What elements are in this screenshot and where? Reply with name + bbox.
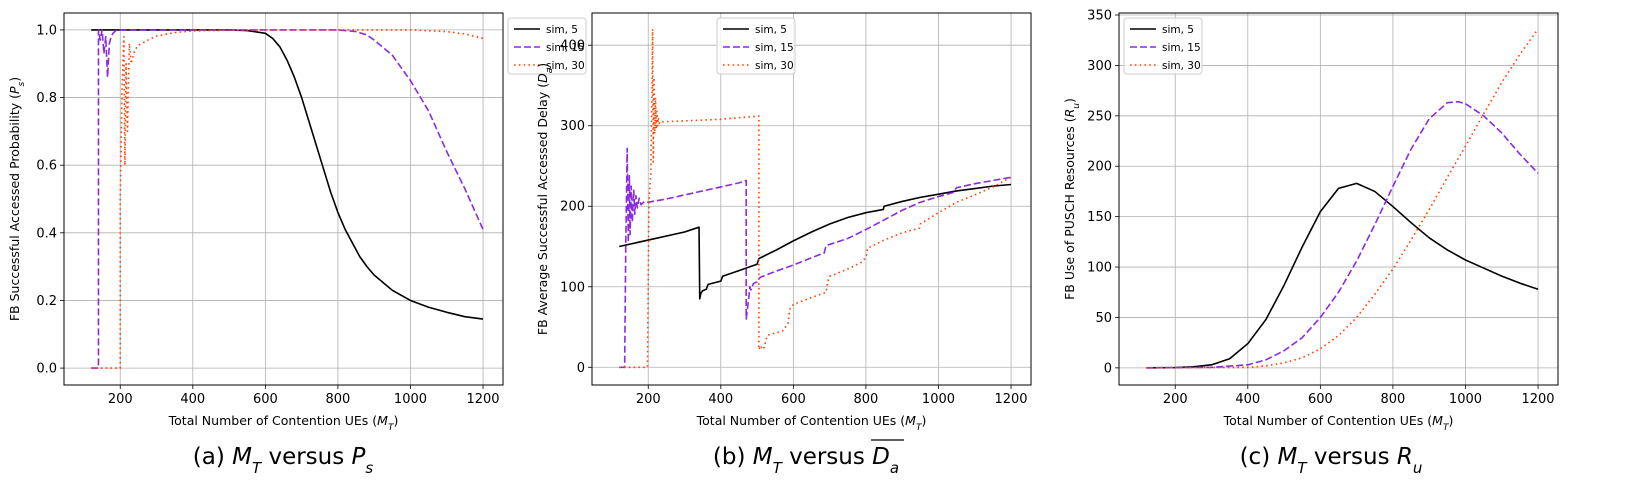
x-tick-label: 400 xyxy=(1235,392,1260,407)
legend-label: sim, 15 xyxy=(1162,42,1201,54)
series-line-sim-15 xyxy=(1146,100,1539,369)
legend-label: sim, 30 xyxy=(1162,60,1201,72)
x-axis-label: Total Number of Contention UEs (MT) xyxy=(696,413,927,433)
x-tick-label: 1000 xyxy=(1449,392,1482,407)
x-axis-label: Total Number of Contention UEs (MT) xyxy=(1223,413,1454,433)
y-tick-label: 300 xyxy=(560,119,585,134)
y-tick-label: 200 xyxy=(560,200,585,215)
series-line-sim-5 xyxy=(91,29,484,320)
panel-caption: (a) MT versus Ps xyxy=(193,444,374,477)
plot-frame xyxy=(591,12,1032,386)
legend-label: sim, 30 xyxy=(755,60,794,72)
panel-caption: (b) MT versus Da xyxy=(713,444,899,477)
series-line-sim-30 xyxy=(91,29,484,369)
y-axis-label: FB Average Successful Accessed Delay (Da… xyxy=(535,63,555,335)
y-tick-label: 0 xyxy=(577,361,585,376)
x-tick-label: 200 xyxy=(108,392,133,407)
plot-frame xyxy=(1118,12,1559,386)
legend-label: sim, 5 xyxy=(1162,24,1194,36)
y-tick-label: 350 xyxy=(1087,9,1112,24)
legend-label: sim, 5 xyxy=(546,24,578,36)
legend-label: sim, 15 xyxy=(546,42,585,54)
x-tick-label: 800 xyxy=(1381,392,1406,407)
x-axis-label: Total Number of Contention UEs (MT) xyxy=(168,413,399,433)
x-tick-label: 800 xyxy=(326,392,351,407)
x-tick-label: 400 xyxy=(180,392,205,407)
x-tick-label: 1200 xyxy=(1521,392,1554,407)
y-tick-label: 1.0 xyxy=(36,23,57,38)
y-tick-label: 100 xyxy=(1087,261,1112,276)
x-tick-label: 1200 xyxy=(994,392,1027,407)
y-tick-label: 0.6 xyxy=(36,159,57,174)
series-line-sim-5 xyxy=(1146,182,1539,369)
series-line-sim-15 xyxy=(619,147,1012,369)
y-tick-label: 100 xyxy=(560,280,585,295)
x-tick-label: 600 xyxy=(781,392,806,407)
y-tick-label: 0.4 xyxy=(36,226,57,241)
legend-box xyxy=(716,17,796,75)
legend-box xyxy=(507,17,587,75)
legend-box xyxy=(1123,17,1203,75)
y-tick-label: 0.8 xyxy=(36,91,57,106)
chart-panel-a: 200 400 600 800 1000 12000.00.20.40.60.81.0To… xyxy=(7,12,587,477)
legend-label: sim, 15 xyxy=(755,42,794,54)
y-axis-label: FB Successful Accessed Probability (Ps) xyxy=(7,77,27,321)
y-tick-label: 300 xyxy=(1087,59,1112,74)
x-tick-label: 1200 xyxy=(466,392,499,407)
x-tick-label: 400 xyxy=(708,392,733,407)
series-line-sim-5 xyxy=(619,183,1012,300)
legend: sim, 5 sim, 15 sim, 30 xyxy=(1123,17,1203,75)
y-tick-label: 250 xyxy=(1087,109,1112,124)
y-tick-label: 0.2 xyxy=(36,294,57,309)
y-tick-label: 0.0 xyxy=(36,362,57,377)
x-tick-label: 1000 xyxy=(394,392,427,407)
y-tick-label: 400 xyxy=(560,39,585,54)
x-tick-label: 600 xyxy=(253,392,278,407)
series-line-sim-30 xyxy=(619,28,1012,369)
x-tick-label: 200 xyxy=(1163,392,1188,407)
y-tick-label: 50 xyxy=(1095,311,1112,326)
plot-frame xyxy=(63,12,504,386)
y-tick-label: 150 xyxy=(1087,210,1112,225)
y-tick-label: 200 xyxy=(1087,160,1112,175)
legend-label: sim, 30 xyxy=(546,60,585,72)
y-axis-label: FB Use of PUSCH Resources (Ru) xyxy=(1062,98,1082,300)
x-tick-label: 1000 xyxy=(922,392,955,407)
legend: sim, 5 sim, 15 sim, 30 xyxy=(716,17,796,75)
x-tick-label: 800 xyxy=(854,392,879,407)
panel-caption: (c) MT versus Ru xyxy=(1240,444,1423,477)
series-line-sim-30 xyxy=(1146,28,1539,369)
x-tick-label: 200 xyxy=(636,392,661,407)
series-line-sim-15 xyxy=(91,29,484,369)
chart-panel-b: 200 400 600 800 1000 1200 0 100 200 300 400 Total N… xyxy=(535,12,1032,477)
legend-label: sim, 5 xyxy=(755,24,787,36)
chart-panel-c: 200 400 600 800 1000 1200 0 50 100 150 200 250 300 35… xyxy=(1062,9,1559,477)
legend: sim, 5 sim, 15 sim, 30 xyxy=(507,17,587,75)
x-tick-label: 600 xyxy=(1308,392,1333,407)
y-tick-label: 0 xyxy=(1104,361,1112,376)
